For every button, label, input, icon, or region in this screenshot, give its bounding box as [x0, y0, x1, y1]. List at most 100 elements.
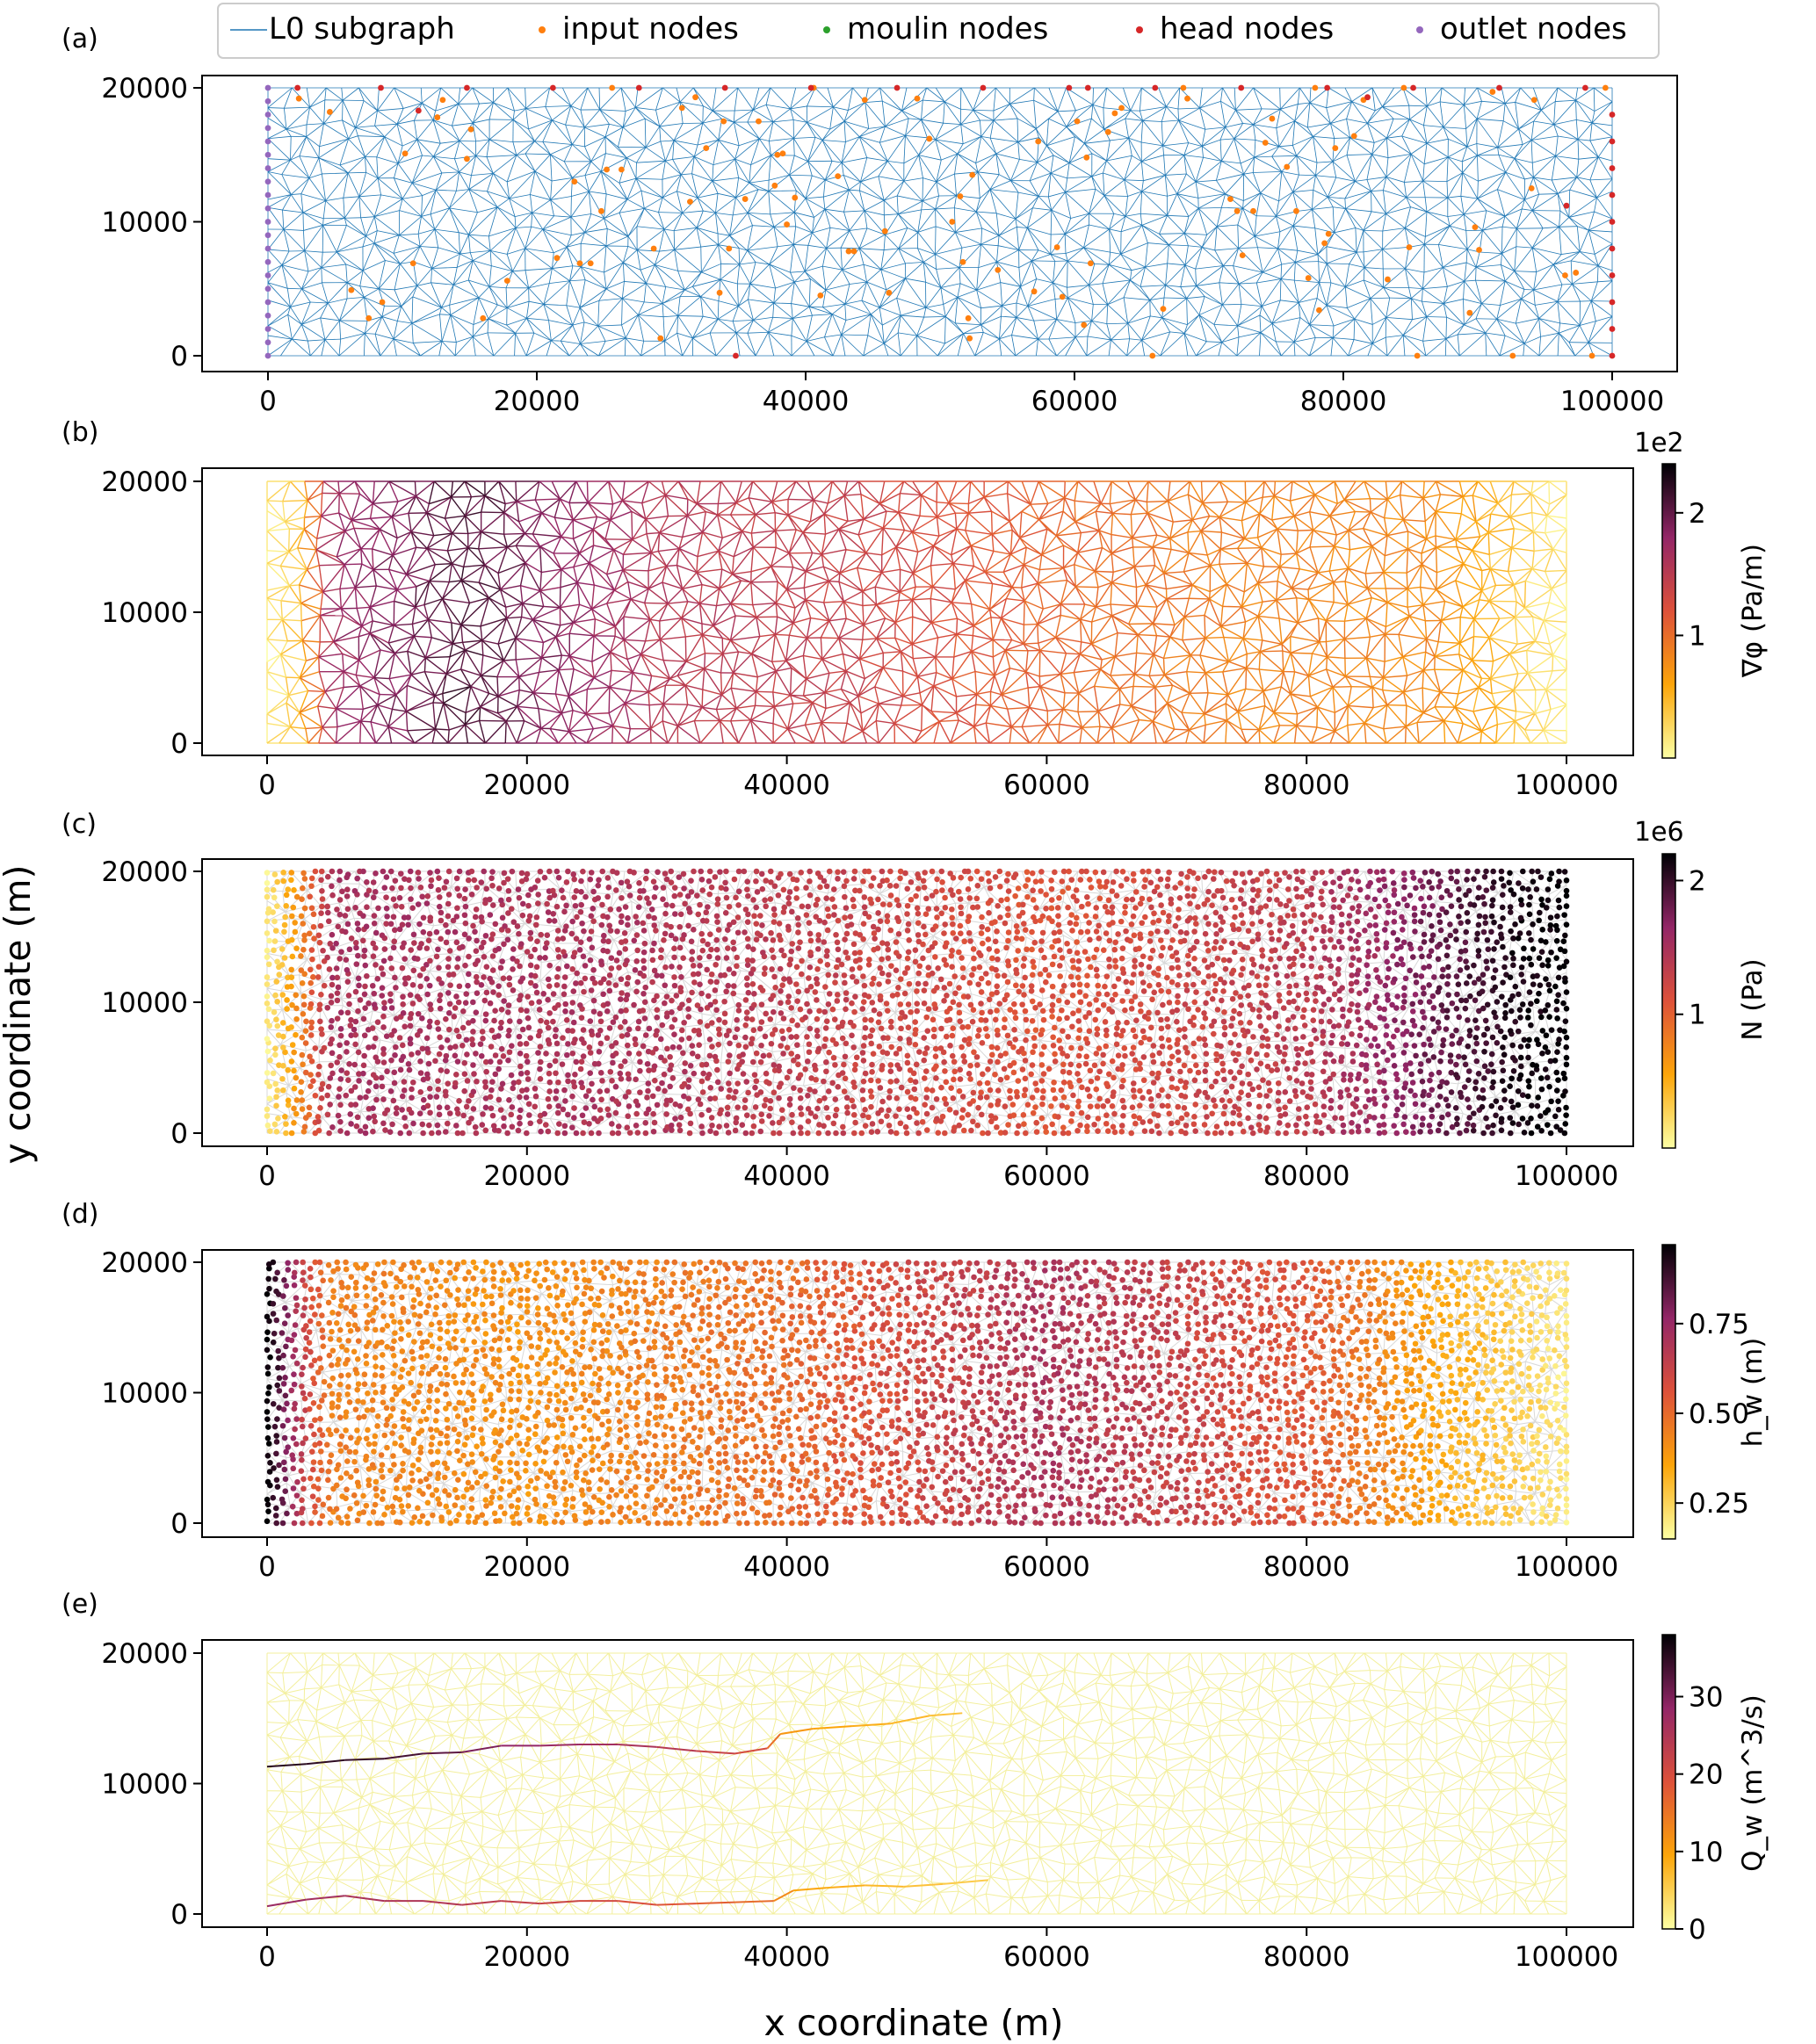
mesh-edge — [1424, 236, 1425, 244]
mesh-edge — [490, 250, 507, 254]
mesh-edge — [937, 334, 963, 356]
mesh-edge — [1051, 253, 1066, 254]
mesh-edge — [399, 216, 421, 235]
mesh-edge — [794, 213, 796, 227]
mesh-edge — [792, 341, 807, 356]
mesh-edge — [1237, 333, 1261, 356]
mesh-edge — [917, 317, 924, 336]
mesh-edge — [1315, 176, 1335, 177]
mesh-edge — [365, 333, 375, 334]
mesh-edge — [1597, 266, 1598, 282]
mesh-edge — [739, 139, 759, 146]
mesh-edge — [1051, 173, 1067, 178]
mesh-edge — [543, 141, 551, 154]
mesh-edge — [977, 290, 981, 307]
mesh-edge — [926, 288, 941, 308]
mesh-edge — [1516, 319, 1538, 324]
mesh-edge — [1464, 325, 1485, 333]
mesh-edge — [1313, 124, 1330, 137]
mesh-edge — [1220, 139, 1234, 140]
mesh-edge — [1480, 252, 1501, 254]
mesh-edge — [904, 178, 923, 181]
mesh-edge — [769, 191, 771, 214]
mesh-edge — [680, 290, 684, 297]
mesh-edge — [1410, 207, 1426, 212]
mesh-edge — [1168, 245, 1185, 265]
mesh-edge — [756, 332, 768, 356]
mesh-edge — [975, 332, 984, 356]
mesh-edge — [1465, 263, 1466, 281]
mesh-edge — [322, 252, 336, 268]
mesh-edge — [513, 108, 525, 119]
mesh-edge — [479, 286, 489, 298]
mesh-edge — [1476, 304, 1482, 319]
mesh-edge — [1476, 267, 1477, 280]
mesh-edge — [268, 207, 284, 229]
mesh-edge — [1597, 281, 1612, 282]
mesh-edge — [507, 171, 535, 182]
mesh-edge — [1142, 332, 1170, 340]
mesh-edge — [794, 213, 814, 218]
mesh-edge — [1515, 158, 1532, 163]
mesh-edge — [417, 120, 433, 140]
mesh-edge — [1032, 208, 1052, 211]
mesh-edge — [698, 198, 715, 213]
mesh-edge — [897, 298, 901, 315]
mesh-edge — [488, 228, 516, 235]
mesh-edge — [400, 264, 416, 285]
mesh-edge — [525, 269, 552, 271]
mesh-edge — [734, 122, 739, 146]
mesh-edge — [567, 281, 570, 306]
mesh-edge — [1532, 163, 1533, 177]
mesh-edge — [737, 264, 739, 284]
mesh-edge — [1336, 177, 1356, 181]
mesh-edge — [1427, 212, 1448, 216]
mesh-edge — [1319, 262, 1320, 283]
mesh-edge — [1166, 265, 1185, 285]
mesh-edge — [936, 255, 959, 268]
mesh-edge — [1411, 299, 1412, 320]
mesh-edge — [1297, 136, 1313, 155]
mesh-edge — [363, 243, 374, 247]
mesh-edge — [1295, 255, 1317, 263]
mesh-edge — [422, 103, 433, 119]
mesh-edge — [488, 191, 498, 207]
mesh-edge — [284, 108, 286, 129]
mesh-edge — [1279, 121, 1295, 147]
mesh-edge — [1110, 229, 1122, 232]
mesh-edge — [319, 158, 340, 165]
mesh-edge — [768, 332, 791, 336]
mesh-edge — [1481, 304, 1496, 320]
mesh-edge — [1184, 234, 1206, 235]
mesh-edge — [665, 159, 672, 161]
mesh-edge — [1125, 119, 1129, 138]
mesh-edge — [1427, 317, 1447, 318]
mesh-edge — [320, 124, 324, 147]
mesh-edge — [526, 318, 548, 320]
mesh-edge — [1559, 227, 1578, 228]
mesh-edge — [1219, 343, 1222, 356]
mesh-edge — [573, 307, 580, 325]
mesh-edge — [1017, 303, 1028, 306]
mesh-edge — [1140, 267, 1145, 286]
mesh-edge — [1364, 280, 1383, 287]
mesh-edge — [449, 208, 459, 233]
mesh-edge — [981, 325, 1000, 339]
mesh-edge — [1423, 164, 1425, 181]
mesh-edge — [606, 194, 627, 199]
mesh-edge — [1315, 228, 1335, 233]
mesh-edge — [1588, 316, 1612, 343]
mesh-edge — [1294, 280, 1319, 283]
mesh-edge — [640, 270, 646, 283]
mesh-edge — [1092, 154, 1107, 161]
mesh-edge — [1464, 211, 1487, 214]
mesh-edge — [748, 250, 756, 263]
mesh-edge — [1091, 119, 1103, 129]
mesh-edge — [1046, 137, 1074, 146]
mesh-edge — [979, 244, 981, 268]
mesh-edge — [1532, 228, 1543, 248]
mesh-edge — [413, 297, 442, 307]
mesh-edge — [770, 247, 778, 264]
mesh-edge — [422, 196, 423, 217]
mesh-edge — [1089, 285, 1107, 305]
